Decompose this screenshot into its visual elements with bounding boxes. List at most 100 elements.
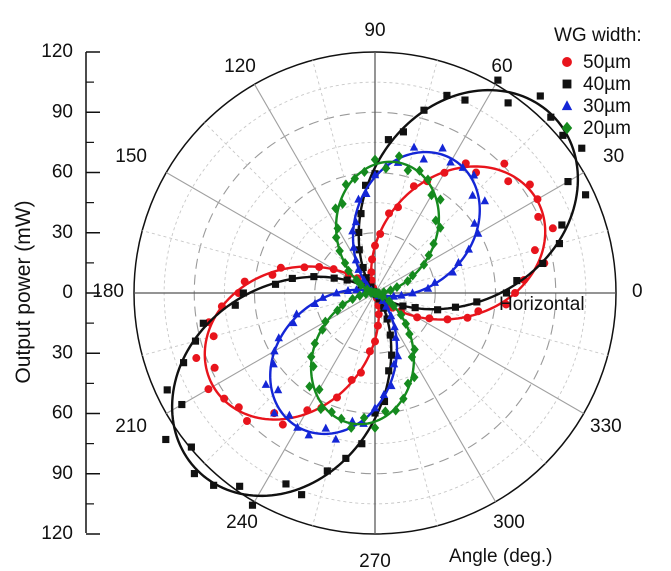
data-point-circle bbox=[525, 180, 534, 189]
grid-spoke bbox=[142, 230, 376, 294]
data-point-diamond bbox=[407, 351, 417, 363]
data-point-circle bbox=[413, 313, 422, 322]
data-point-diamond bbox=[561, 121, 573, 135]
data-point-circle bbox=[347, 375, 356, 384]
data-point-diamond bbox=[381, 406, 390, 417]
data-point-triangle bbox=[469, 170, 479, 179]
data-point-triangle bbox=[273, 385, 283, 394]
data-point-circle bbox=[209, 332, 218, 341]
data-point-square bbox=[282, 480, 290, 488]
data-point-circle bbox=[365, 347, 374, 356]
data-point-triangle bbox=[351, 217, 361, 226]
angle-tick-label: 300 bbox=[493, 512, 525, 533]
data-point-triangle bbox=[419, 154, 428, 163]
data-point-triangle bbox=[362, 189, 371, 198]
data-point-diamond bbox=[427, 190, 436, 201]
data-point-diamond bbox=[331, 232, 341, 243]
legend-item: 30µm bbox=[561, 96, 631, 117]
y-axis-label: Output power (mW) bbox=[12, 200, 35, 383]
data-point-diamond bbox=[331, 203, 340, 214]
grid-spoke bbox=[374, 122, 546, 294]
legend-item: 50µm bbox=[562, 52, 631, 73]
grid-spoke bbox=[374, 292, 608, 356]
angle-tick-label: 60 bbox=[491, 56, 512, 77]
series-3 bbox=[305, 151, 445, 433]
data-point-triangle bbox=[386, 311, 396, 320]
angle-tick-label: 30 bbox=[603, 146, 624, 167]
data-point-circle bbox=[278, 420, 287, 429]
data-point-circle bbox=[530, 246, 539, 255]
data-point-triangle bbox=[343, 286, 353, 294]
angle-tick-label: 270 bbox=[359, 551, 391, 571]
data-point-square bbox=[451, 303, 460, 311]
data-point-triangle bbox=[408, 288, 417, 297]
grid-spoke bbox=[254, 292, 376, 502]
data-point-triangle bbox=[318, 292, 328, 301]
data-point-triangle bbox=[458, 162, 468, 171]
radial-tick-label: 30 bbox=[52, 342, 73, 363]
data-point-diamond bbox=[405, 328, 414, 340]
data-point-square bbox=[443, 91, 451, 99]
data-point-triangle bbox=[561, 100, 573, 111]
polar-grid: 0 30 60 90 120 150 180 210 240 270 300 330 bbox=[92, 20, 642, 571]
data-point-diamond bbox=[335, 245, 344, 256]
data-point-square bbox=[323, 467, 331, 475]
data-point-circle bbox=[329, 265, 338, 274]
data-point-triangle bbox=[352, 285, 361, 294]
radial-axis: 120 90 60 30 0 30 60 90 120 bbox=[41, 41, 100, 544]
data-point-diamond bbox=[305, 381, 314, 392]
grid-spoke bbox=[166, 172, 376, 294]
grid-spoke bbox=[374, 84, 496, 294]
data-point-triangle bbox=[391, 332, 400, 341]
data-point-diamond bbox=[399, 393, 408, 404]
data-point-diamond bbox=[410, 372, 419, 383]
data-point-triangle bbox=[285, 410, 294, 419]
data-point-circle bbox=[243, 417, 251, 425]
grid-spoke bbox=[204, 122, 376, 294]
grid-spoke bbox=[374, 292, 438, 526]
radial-tick-label: 90 bbox=[52, 463, 73, 484]
radial-tick-label: 120 bbox=[41, 41, 73, 62]
data-point-diamond bbox=[403, 165, 413, 176]
data-point-triangle bbox=[448, 267, 457, 276]
legend-item-label: 20µm bbox=[583, 118, 631, 139]
data-point-diamond bbox=[371, 288, 381, 299]
data-point-diamond bbox=[401, 318, 410, 329]
data-point-circle bbox=[533, 195, 542, 204]
data-point-triangle bbox=[332, 288, 341, 297]
data-point-square bbox=[191, 337, 200, 345]
data-point-square bbox=[582, 191, 590, 199]
data-point-diamond bbox=[347, 422, 356, 433]
data-point-square bbox=[411, 304, 419, 312]
data-point-diamond bbox=[410, 344, 419, 355]
data-point-square bbox=[180, 359, 188, 367]
data-point-triangle bbox=[379, 389, 389, 398]
data-point-triangle bbox=[310, 298, 320, 307]
data-point-square bbox=[564, 178, 572, 186]
data-point-square bbox=[513, 277, 521, 285]
data-point-circle bbox=[394, 203, 402, 212]
data-point-square bbox=[384, 136, 392, 144]
data-point-triangle bbox=[397, 290, 406, 299]
data-point-circle bbox=[240, 277, 249, 286]
data-point-diamond bbox=[315, 384, 324, 395]
grid-spoke bbox=[374, 230, 608, 294]
data-point-diamond bbox=[436, 194, 445, 205]
data-point-triangle bbox=[393, 351, 403, 360]
data-point-triangle bbox=[354, 264, 363, 273]
data-point-square bbox=[190, 470, 198, 478]
data-point-circle bbox=[409, 182, 418, 191]
radial-tick-label: 60 bbox=[52, 403, 73, 424]
data-point-diamond bbox=[318, 324, 327, 335]
angle-tick-label: 240 bbox=[226, 512, 258, 533]
data-point-diamond bbox=[389, 300, 398, 312]
data-point-circle bbox=[234, 403, 243, 412]
data-point-circle bbox=[220, 394, 229, 403]
data-point-triangle bbox=[351, 255, 361, 264]
data-point-square bbox=[163, 386, 171, 394]
data-point-triangle bbox=[389, 291, 398, 300]
data-point-circle bbox=[300, 263, 309, 272]
data-point-triangle bbox=[480, 196, 490, 205]
data-point-square bbox=[362, 274, 370, 282]
